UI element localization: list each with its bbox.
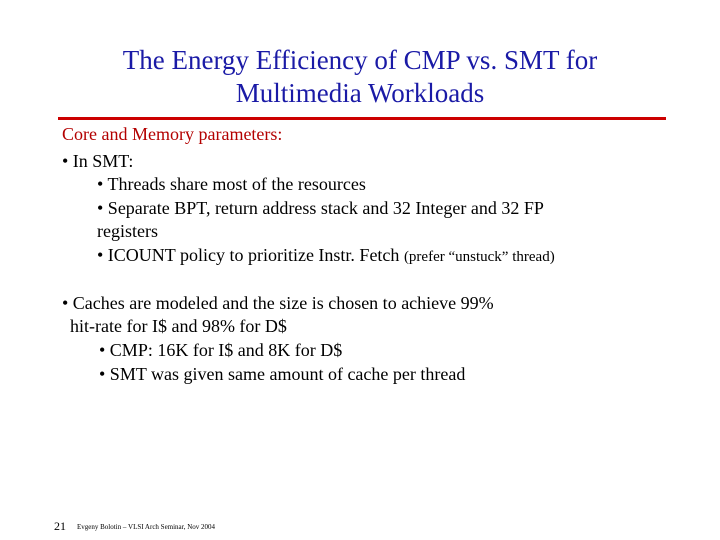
section-heading: Core and Memory parameters:: [62, 124, 283, 144]
smt-heading: • In SMT:: [62, 151, 134, 171]
icount-text: • ICOUNT policy to prioritize Instr. Fet…: [97, 245, 400, 265]
cache-line-1: • Caches are modeled and the size is cho…: [62, 293, 494, 313]
icount-note: (prefer “unstuck” thread): [403, 249, 555, 265]
cache-item-smt: • SMT was given same amount of cache per…: [99, 364, 466, 384]
title-divider: [58, 117, 666, 120]
page-number: 21: [54, 519, 66, 533]
title-line-2: Multimedia Workloads: [235, 78, 485, 108]
slide-title: The Energy Efficiency of CMP vs. SMT for…: [40, 44, 680, 110]
cache-item-cmp: • CMP: 16K for I$ and 8K for D$: [99, 340, 343, 360]
smt-item-separate-cont: registers: [97, 221, 158, 241]
title-line-1: The Energy Efficiency of CMP vs. SMT for: [122, 45, 598, 75]
smt-item-icount: • ICOUNT policy to prioritize Instr. Fet…: [97, 244, 555, 268]
smt-item-threads: • Threads share most of the resources: [97, 174, 366, 194]
smt-item-separate: • Separate BPT, return address stack and…: [97, 198, 544, 218]
cache-line-2: hit-rate for I$ and 98% for D$: [70, 316, 287, 336]
footer-text: Evgeny Bolotin – VLSI Arch Seminar, Nov …: [77, 523, 216, 531]
